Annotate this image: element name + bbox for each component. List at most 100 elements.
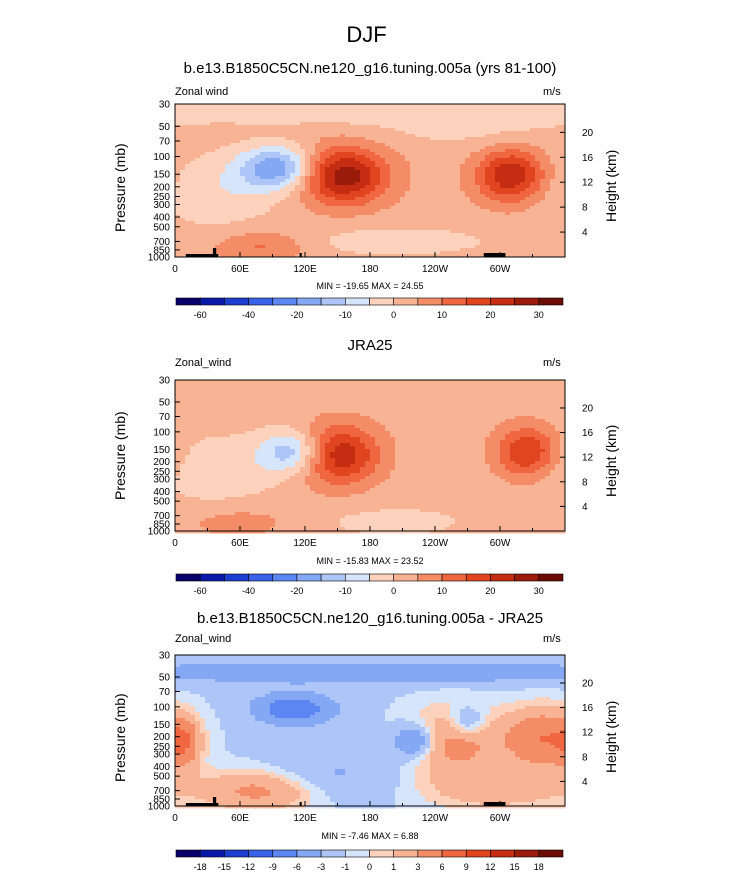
y-tick-label: 500: [153, 497, 170, 508]
y-tick-label: 400: [153, 487, 170, 498]
y-tick-label: 500: [153, 772, 170, 783]
x-tick-label: 180: [362, 538, 379, 549]
colorbar-box: [296, 573, 322, 582]
colorbar-label: -40: [242, 310, 255, 320]
colorbar-label: 20: [485, 586, 495, 596]
colorbar-box: [490, 573, 515, 582]
panel-3-colorbar: [175, 849, 564, 858]
y-tick-label: 250: [153, 467, 170, 478]
y-right-tick-label: 16: [582, 703, 594, 714]
y-tick-label: 100: [153, 427, 170, 438]
colorbar-label: 12: [485, 862, 495, 872]
colorbar-box: [175, 297, 201, 306]
y-right-tick-label: 12: [582, 178, 594, 189]
y-tick-label: 500: [153, 222, 170, 233]
colorbar-box: [369, 573, 394, 582]
y-tick-label: 100: [153, 152, 170, 163]
colorbar-box: [248, 297, 274, 306]
y-tick-label: 700: [153, 511, 170, 522]
x-tick-label: 0: [172, 538, 178, 549]
y-right-tick-label: 12: [582, 453, 594, 464]
colorbar-box: [465, 573, 491, 582]
x-tick-label: 120W: [422, 264, 449, 275]
colorbar-label: -60: [194, 310, 207, 320]
panel-3-left-string: Zonal_wind: [175, 633, 232, 645]
x-tick-label: 120W: [422, 538, 449, 549]
panel-2-title: JRA25: [347, 337, 393, 354]
colorbar-label: 0: [391, 586, 396, 596]
colorbar-box: [369, 849, 394, 858]
colorbar-box: [320, 849, 346, 858]
panel-3-title: b.e13.B1850C5CN.ne120_g16.tuning.005a - …: [196, 610, 544, 627]
colorbar-box: [538, 849, 564, 858]
colorbar-label: 10: [437, 310, 447, 320]
x-tick-label: 60E: [231, 538, 249, 549]
colorbar-box: [272, 849, 298, 858]
panel-1-colorbar: [175, 297, 564, 306]
y-right-tick-label: 20: [582, 678, 594, 689]
colorbar-box: [514, 849, 540, 858]
y-right-tick-label: 4: [582, 228, 588, 239]
x-tick-label: 120E: [293, 813, 317, 824]
colorbar-box: [199, 573, 225, 582]
x-tick-label: 180: [362, 264, 379, 275]
y-tick-label: 400: [153, 213, 170, 224]
y-tick-label: 50: [159, 122, 171, 133]
y-right-tick-label: 16: [582, 153, 594, 164]
topography-block: [185, 803, 219, 806]
panel-2-minmax: MIN = -15.83 MAX = 23.52: [316, 556, 424, 566]
colorbar-label: 9: [464, 862, 469, 872]
colorbar-box: [224, 297, 249, 306]
y-tick-label: 250: [153, 742, 170, 753]
y-tick-label: 70: [159, 136, 171, 147]
colorbar-box: [345, 573, 370, 582]
colorbar-box: [224, 573, 249, 582]
colorbar-label: -60: [194, 586, 207, 596]
colorbar-box: [538, 297, 564, 306]
colorbar-box: [514, 573, 540, 582]
y-tick-label: 150: [153, 170, 170, 181]
panel-1-title: b.e13.B1850C5CN.ne120_g16.tuning.005a (y…: [183, 60, 557, 77]
colorbar-box: [465, 849, 491, 858]
figure-title: DJF: [346, 22, 387, 47]
colorbar-box: [417, 297, 443, 306]
colorbar-box: [441, 849, 467, 858]
y-tick-label: 850: [153, 520, 170, 531]
colorbar-label: 30: [534, 310, 544, 320]
topography-block: [185, 254, 219, 257]
y-tick-label: 30: [159, 100, 171, 111]
colorbar-box: [320, 573, 346, 582]
y-right-tick-label: 8: [582, 477, 588, 488]
colorbar-label: 10: [437, 586, 447, 596]
panel-2-contour-field: [175, 380, 566, 534]
y-tick-label: 700: [153, 786, 170, 797]
colorbar-box: [224, 849, 249, 858]
y-tick-label: 150: [153, 720, 170, 731]
x-tick-label: 60E: [231, 813, 249, 824]
colorbar-box: [345, 297, 370, 306]
colorbar-box: [296, 849, 322, 858]
colorbar-label: -20: [290, 586, 303, 596]
y-tick-label: 200: [153, 732, 170, 743]
x-tick-label: 120W: [422, 813, 449, 824]
panel-2-colorbar: [175, 573, 564, 582]
colorbar-box: [441, 573, 467, 582]
colorbar-label: -9: [269, 862, 277, 872]
topography-block: [483, 253, 506, 257]
y-tick-label: 850: [153, 795, 170, 806]
y-tick-label: 100: [153, 702, 170, 713]
y-right-tick-label: 12: [582, 728, 594, 739]
y-tick-label: 50: [159, 672, 171, 683]
colorbar-box: [296, 297, 322, 306]
x-tick-label: 60E: [231, 264, 249, 275]
colorbar-label: -12: [242, 862, 255, 872]
panel-1-minmax: MIN = -19.65 MAX = 24.55: [316, 281, 424, 291]
y-right-tick-label: 20: [582, 403, 594, 414]
x-tick-label: 0: [172, 813, 178, 824]
colorbar-label: -6: [293, 862, 301, 872]
panel-2-right-string: m/s: [543, 357, 561, 369]
colorbar-box: [369, 297, 394, 306]
colorbar-label: 15: [510, 862, 520, 872]
panel-1-contour-field: [175, 104, 566, 258]
